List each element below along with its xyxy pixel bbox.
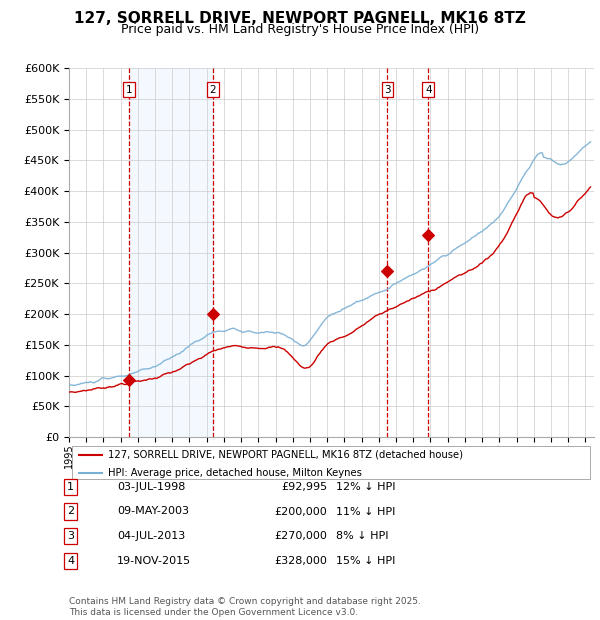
Text: 2: 2 bbox=[209, 85, 216, 95]
Text: £328,000: £328,000 bbox=[274, 556, 327, 566]
Text: 19-NOV-2015: 19-NOV-2015 bbox=[117, 556, 191, 566]
Text: 1: 1 bbox=[126, 85, 133, 95]
Text: 127, SORRELL DRIVE, NEWPORT PAGNELL, MK16 8TZ (detached house): 127, SORRELL DRIVE, NEWPORT PAGNELL, MK1… bbox=[109, 450, 463, 459]
Text: 04-JUL-2013: 04-JUL-2013 bbox=[117, 531, 185, 541]
Text: Price paid vs. HM Land Registry's House Price Index (HPI): Price paid vs. HM Land Registry's House … bbox=[121, 23, 479, 36]
Point bbox=[208, 309, 218, 319]
Text: 15% ↓ HPI: 15% ↓ HPI bbox=[336, 556, 395, 566]
Text: £92,995: £92,995 bbox=[281, 482, 327, 492]
Point bbox=[383, 266, 392, 276]
Text: 2: 2 bbox=[67, 507, 74, 516]
Text: 03-JUL-1998: 03-JUL-1998 bbox=[117, 482, 185, 492]
Text: 09-MAY-2003: 09-MAY-2003 bbox=[117, 507, 189, 516]
Point bbox=[424, 231, 433, 241]
Point bbox=[124, 375, 134, 385]
Text: 127, SORRELL DRIVE, NEWPORT PAGNELL, MK16 8TZ: 127, SORRELL DRIVE, NEWPORT PAGNELL, MK1… bbox=[74, 11, 526, 26]
Text: HPI: Average price, detached house, Milton Keynes: HPI: Average price, detached house, Milt… bbox=[109, 467, 362, 477]
Text: 8% ↓ HPI: 8% ↓ HPI bbox=[336, 531, 389, 541]
Text: 1: 1 bbox=[67, 482, 74, 492]
Text: £200,000: £200,000 bbox=[274, 507, 327, 516]
Text: 4: 4 bbox=[425, 85, 432, 95]
Text: 3: 3 bbox=[67, 531, 74, 541]
Text: 12% ↓ HPI: 12% ↓ HPI bbox=[336, 482, 395, 492]
Text: £270,000: £270,000 bbox=[274, 531, 327, 541]
Text: 11% ↓ HPI: 11% ↓ HPI bbox=[336, 507, 395, 516]
Text: Contains HM Land Registry data © Crown copyright and database right 2025.
This d: Contains HM Land Registry data © Crown c… bbox=[69, 598, 421, 617]
Text: 4: 4 bbox=[67, 556, 74, 566]
Bar bbox=[129, 68, 213, 437]
FancyBboxPatch shape bbox=[71, 446, 590, 479]
Text: 3: 3 bbox=[384, 85, 391, 95]
